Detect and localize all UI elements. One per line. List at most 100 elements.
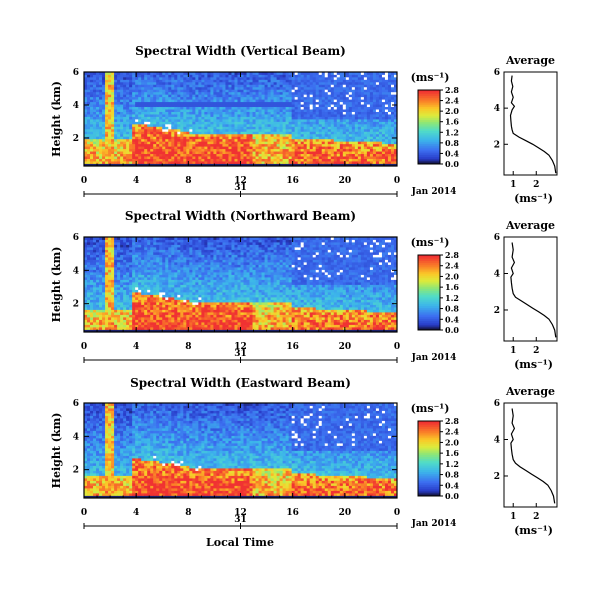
heatmap-cell (192, 141, 196, 145)
heatmap-cell (111, 116, 115, 120)
heatmap-cell (90, 104, 94, 108)
heatmap-cell (114, 249, 118, 253)
heatmap-cell (105, 297, 109, 300)
heatmap-cell (96, 76, 100, 80)
heatmap-cell (171, 96, 175, 100)
heatmap-cell (105, 284, 109, 288)
heatmap-cell (132, 327, 136, 330)
heatmap-cell (216, 94, 220, 98)
heatmap-cell (87, 116, 91, 120)
heatmap-cell (312, 84, 317, 88)
heatmap-cell (342, 126, 347, 130)
heatmap-cell (282, 79, 287, 83)
colorbar-tick-label: 0.0 (445, 159, 459, 169)
heatmap-cell (246, 81, 250, 85)
heatmap-cell (276, 126, 281, 130)
heatmap-cell (270, 84, 275, 88)
heatmap-cell (216, 143, 220, 147)
heatmap-cell (165, 148, 169, 152)
heatmap-cell (300, 153, 305, 157)
heatmap-cell (207, 131, 211, 135)
heatmap-cell (180, 72, 184, 75)
heatmap-cell (180, 133, 184, 137)
heatmap-cell (138, 151, 142, 155)
heatmap-cell (342, 146, 347, 150)
heatmap-cell (363, 133, 368, 137)
heatmap-cell (123, 146, 127, 150)
heatmap-cell (90, 239, 94, 243)
heatmap-cell (330, 116, 335, 120)
heatmap-cell (99, 249, 103, 253)
heatmap-cell (237, 99, 241, 103)
heatmap-cell (153, 329, 157, 333)
heatmap-cell (108, 317, 112, 320)
heatmap-cell (147, 153, 151, 157)
heatmap-cell (303, 106, 308, 110)
heatmap-cell (138, 156, 142, 159)
heatmap-cell (225, 126, 229, 130)
heatmap-cell (96, 264, 100, 268)
heatmap-cell (192, 131, 196, 135)
heatmap-cell (339, 123, 344, 127)
heatmap-cell (294, 86, 299, 90)
colorbar-segment (418, 90, 440, 93)
heatmap-cell (111, 158, 115, 162)
heatmap-cell (159, 148, 163, 152)
heatmap-cell (189, 114, 193, 117)
heatmap-cell (129, 89, 133, 93)
heatmap-cell (120, 247, 124, 250)
heatmap-cell (249, 143, 253, 147)
heatmap-cell (183, 81, 187, 85)
heatmap-cell (390, 109, 395, 112)
heatmap-cell (201, 94, 205, 98)
heatmap-cell (252, 128, 256, 132)
heatmap-cell (279, 123, 284, 127)
heatmap-cell (93, 76, 97, 80)
heatmap-cell (90, 128, 94, 132)
heatmap-cell (123, 324, 127, 328)
heatmap-cell (180, 81, 184, 85)
heatmap-cell (321, 76, 326, 80)
heatmap-cell (126, 249, 130, 253)
heatmap-cell (150, 292, 154, 295)
heatmap-cell (351, 121, 356, 125)
heatmap-cell (93, 119, 97, 122)
heatmap-cell (330, 99, 335, 103)
heatmap-cell (204, 79, 208, 83)
heatmap-cell (375, 146, 380, 150)
heatmap-cell (87, 294, 91, 298)
heatmap-cell (234, 96, 238, 100)
heatmap-cell (297, 146, 302, 150)
heatmap-cell (135, 302, 139, 305)
heatmap-cell (147, 133, 151, 137)
heatmap-cell (333, 146, 338, 150)
heatmap-cell (360, 116, 365, 120)
heatmap-cell (102, 114, 106, 117)
heatmap-cell (282, 161, 287, 164)
heatmap-cell (198, 126, 202, 130)
heatmap-cell (108, 254, 112, 258)
heatmap-cell (270, 74, 275, 78)
heatmap-cell (339, 116, 344, 120)
heatmap-cell (231, 104, 235, 108)
heatmap-cell (120, 292, 124, 295)
heatmap-cell (147, 319, 151, 323)
heatmap-cell (186, 121, 190, 125)
heatmap-cell (96, 317, 100, 320)
heatmap-cell (90, 302, 94, 305)
heatmap-cell (168, 121, 172, 125)
heatmap-cell (117, 309, 121, 313)
heatmap-cell (96, 259, 100, 263)
heatmap-cell (291, 109, 296, 112)
heatmap-cell (126, 319, 130, 323)
heatmap-cell (234, 99, 238, 103)
heatmap-cell (180, 126, 184, 130)
heatmap-cell (252, 126, 256, 130)
heatmap-cell (96, 254, 100, 258)
heatmap-cell (147, 327, 151, 330)
heatmap-cell (117, 252, 121, 255)
heatmap-cell (306, 126, 311, 130)
heatmap-cell (87, 324, 91, 328)
heatmap-cell (219, 131, 223, 135)
heatmap-cell (351, 136, 356, 140)
